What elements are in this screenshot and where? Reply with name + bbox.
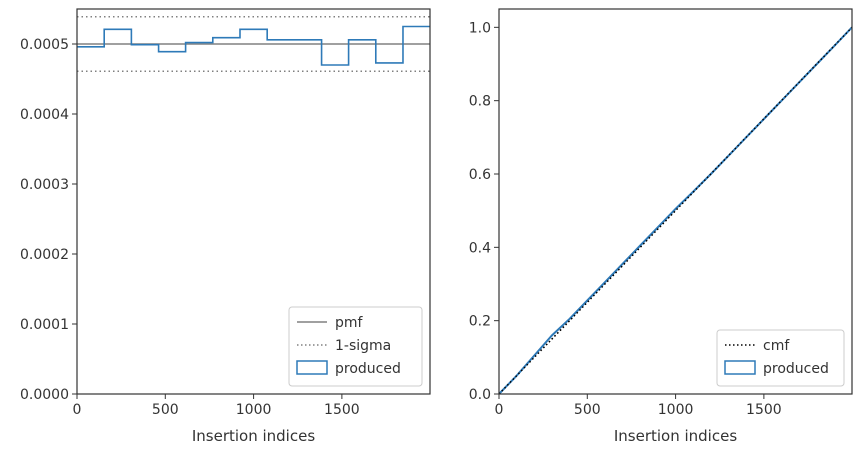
y-tick-label: 0.0001 [20, 317, 69, 333]
x-axis-label: Insertion indices [192, 427, 315, 445]
legend-label: produced [763, 361, 829, 377]
left-chart-step-histogram: 0 500 1000 1500 0.0000 0.0001 0.0002 0.0003 0.00… [20, 8, 431, 445]
legend-produced-handle [724, 360, 756, 375]
legend-label: cmf [763, 338, 790, 354]
x-tick-label: 0 [73, 402, 82, 418]
cmf-line-overlay [499, 26, 852, 394]
legend-produced-handle [296, 360, 328, 375]
x-tick-label: 1000 [236, 402, 272, 418]
y-tick-label: 0.0004 [20, 107, 69, 123]
y-tick-label: 0.0005 [20, 37, 69, 53]
y-tick-label: 0.0002 [20, 247, 69, 263]
x-tick-label: 500 [152, 402, 179, 418]
x-tick-label: 500 [574, 402, 601, 418]
legend-box [288, 306, 423, 387]
y-tick-label: 0.4 [469, 240, 491, 256]
y-tick-label: 0.0000 [20, 387, 69, 403]
x-axis-label: Insertion indices [614, 427, 737, 445]
right-chart-cumulative: 0 500 1000 1500 0.0 0.2 0.4 0.6 0.8 1.0 Insertion … [469, 8, 853, 445]
produced-step-line [77, 25, 430, 66]
plot-area [499, 26, 852, 394]
legend-box [716, 329, 845, 387]
y-tick-label: 0.2 [469, 314, 491, 330]
plot-area [77, 15, 430, 73]
y-tick-label: 1.0 [469, 20, 491, 36]
x-tick-label: 1000 [658, 402, 694, 418]
y-tick-label: 0.6 [469, 167, 491, 183]
y-tick-label: 0.0003 [20, 177, 69, 193]
x-tick-label: 0 [495, 402, 504, 418]
legend: cmf produced [716, 329, 845, 387]
legend: pmf 1-sigma produced [288, 306, 423, 387]
x-tick-label: 1500 [746, 402, 782, 418]
axes-frame [76, 8, 431, 395]
y-tick-label: 0.0 [469, 387, 491, 403]
legend-label: produced [335, 361, 401, 377]
y-tick-label: 0.8 [469, 94, 491, 110]
legend-label: 1-sigma [335, 338, 391, 354]
legend-label: pmf [335, 315, 364, 331]
axes-frame [498, 8, 853, 395]
x-tick-label: 1500 [324, 402, 360, 418]
